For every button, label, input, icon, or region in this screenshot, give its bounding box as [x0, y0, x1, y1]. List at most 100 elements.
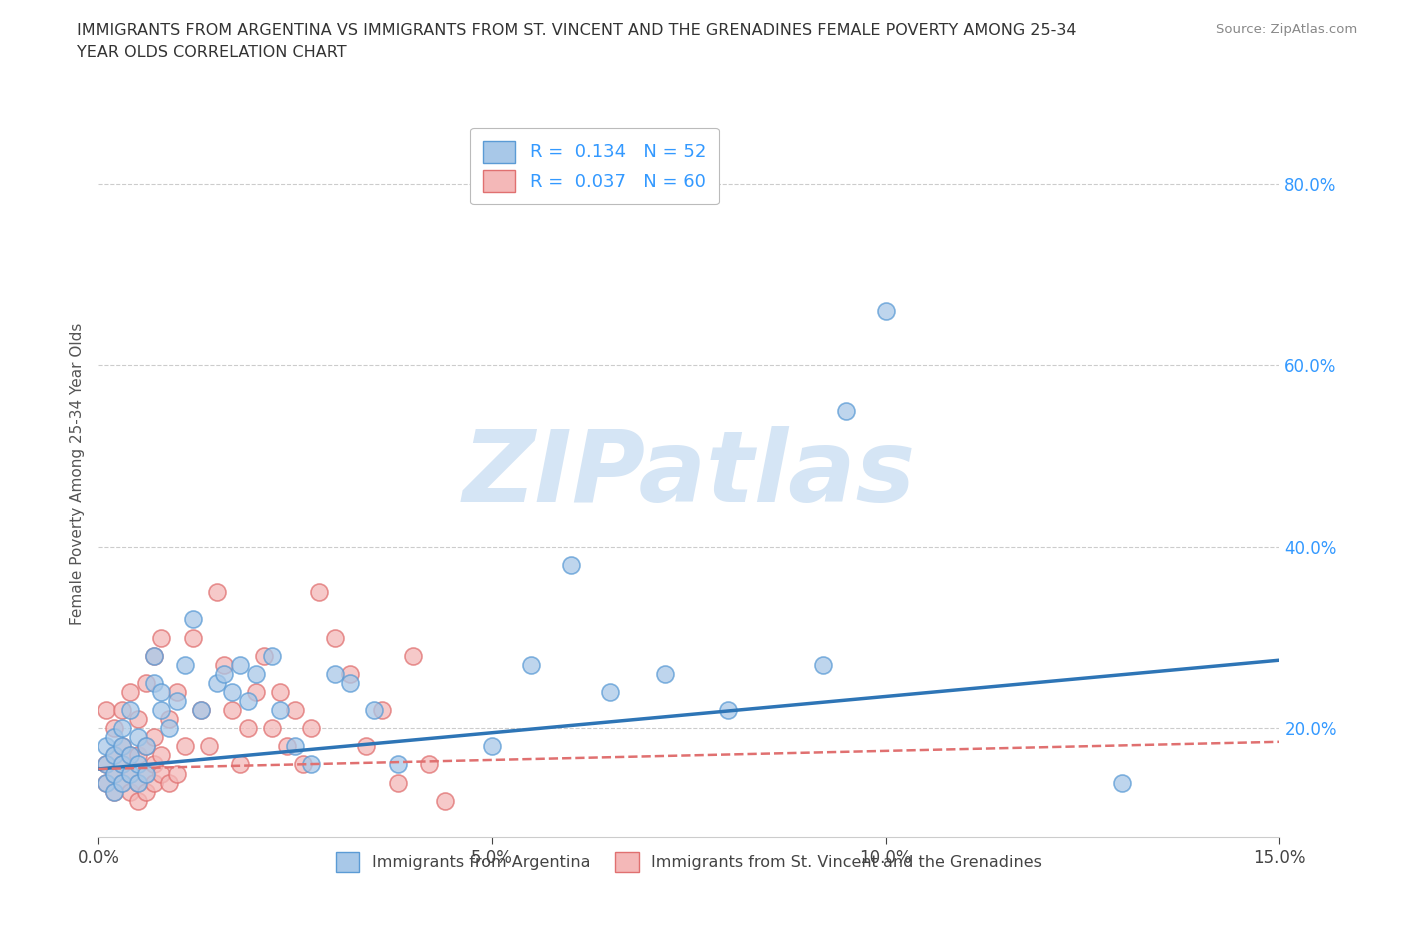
Point: [276, 738, 298, 753]
Point: [181, 612, 204, 627]
Point: [174, 738, 197, 753]
Point: [111, 721, 134, 736]
Point: [166, 766, 188, 781]
Point: [96, 757, 118, 772]
Point: [236, 694, 259, 709]
Point: [118, 684, 141, 699]
Point: [150, 748, 173, 763]
Point: [150, 766, 173, 781]
Point: [103, 721, 125, 736]
Point: [299, 721, 322, 736]
Point: [142, 648, 165, 663]
Point: [387, 776, 409, 790]
Point: [236, 721, 259, 736]
Point: [205, 585, 228, 600]
Point: [363, 703, 385, 718]
Point: [418, 757, 440, 772]
Point: [142, 648, 165, 663]
Point: [245, 666, 267, 681]
Point: [157, 721, 180, 736]
Point: [214, 658, 236, 672]
Point: [229, 757, 252, 772]
Point: [127, 776, 149, 790]
Point: [150, 631, 173, 645]
Point: [142, 675, 165, 690]
Point: [308, 585, 330, 600]
Point: [560, 558, 582, 573]
Point: [717, 703, 740, 718]
Point: [103, 784, 125, 799]
Point: [197, 738, 219, 753]
Point: [190, 703, 212, 718]
Point: [174, 658, 197, 672]
Point: [118, 748, 141, 763]
Point: [371, 703, 394, 718]
Point: [166, 694, 188, 709]
Point: [103, 748, 125, 763]
Point: [111, 776, 134, 790]
Point: [103, 784, 125, 799]
Point: [118, 784, 141, 799]
Point: [111, 757, 134, 772]
Point: [103, 766, 125, 781]
Point: [205, 675, 228, 690]
Point: [269, 684, 291, 699]
Point: [387, 757, 409, 772]
Point: [284, 703, 307, 718]
Point: [654, 666, 676, 681]
Point: [402, 648, 425, 663]
Point: [96, 757, 118, 772]
Point: [118, 748, 141, 763]
Point: [127, 793, 149, 808]
Point: [269, 703, 291, 718]
Point: [135, 738, 157, 753]
Point: [481, 738, 503, 753]
Point: [157, 776, 180, 790]
Text: Source: ZipAtlas.com: Source: ZipAtlas.com: [1216, 23, 1357, 36]
Point: [135, 766, 157, 781]
Point: [111, 703, 134, 718]
Point: [96, 776, 118, 790]
Point: [323, 666, 346, 681]
Point: [229, 658, 252, 672]
Point: [127, 711, 149, 726]
Point: [221, 703, 243, 718]
Point: [135, 784, 157, 799]
Point: [221, 684, 243, 699]
Point: [111, 776, 134, 790]
Point: [103, 748, 125, 763]
Point: [118, 703, 141, 718]
Point: [166, 684, 188, 699]
Point: [142, 757, 165, 772]
Point: [260, 648, 283, 663]
Point: [127, 730, 149, 745]
Point: [299, 757, 322, 772]
Point: [339, 675, 361, 690]
Y-axis label: Female Poverty Among 25-34 Year Olds: Female Poverty Among 25-34 Year Olds: [69, 323, 84, 626]
Point: [323, 631, 346, 645]
Point: [520, 658, 543, 672]
Point: [253, 648, 276, 663]
Point: [135, 675, 157, 690]
Point: [214, 666, 236, 681]
Point: [127, 748, 149, 763]
Point: [433, 793, 456, 808]
Point: [599, 684, 621, 699]
Text: IMMIGRANTS FROM ARGENTINA VS IMMIGRANTS FROM ST. VINCENT AND THE GRENADINES FEMA: IMMIGRANTS FROM ARGENTINA VS IMMIGRANTS …: [77, 23, 1077, 38]
Point: [135, 766, 157, 781]
Point: [127, 757, 149, 772]
Point: [284, 738, 307, 753]
Point: [111, 738, 134, 753]
Point: [260, 721, 283, 736]
Point: [190, 703, 212, 718]
Point: [811, 658, 834, 672]
Point: [135, 738, 157, 753]
Point: [96, 703, 118, 718]
Point: [103, 730, 125, 745]
Point: [142, 730, 165, 745]
Point: [142, 776, 165, 790]
Point: [354, 738, 377, 753]
Point: [1111, 776, 1133, 790]
Text: YEAR OLDS CORRELATION CHART: YEAR OLDS CORRELATION CHART: [77, 45, 347, 60]
Point: [339, 666, 361, 681]
